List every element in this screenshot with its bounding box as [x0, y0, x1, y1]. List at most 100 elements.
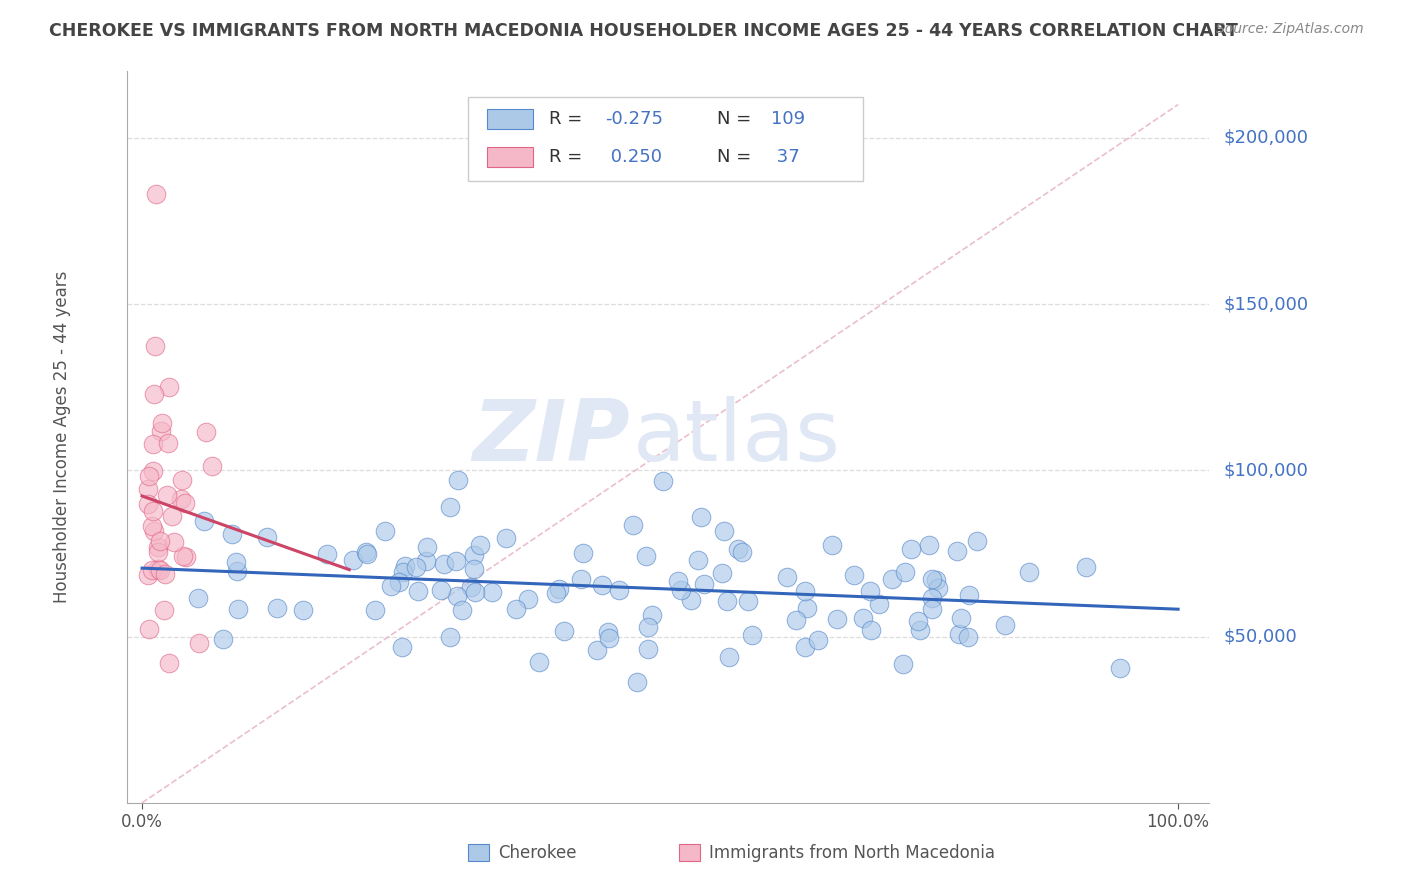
- Point: [138, 623, 160, 637]
- Bar: [679, 845, 700, 861]
- Point: [146, 545, 169, 559]
- Point: [439, 500, 461, 515]
- Point: [172, 549, 194, 563]
- Point: [163, 535, 186, 549]
- Point: [623, 517, 645, 532]
- Point: [143, 387, 166, 401]
- Point: [374, 524, 396, 538]
- FancyBboxPatch shape: [468, 97, 863, 181]
- Point: [626, 674, 648, 689]
- Point: [142, 437, 165, 451]
- Point: [716, 593, 738, 607]
- Point: [598, 624, 620, 639]
- Point: [142, 504, 165, 518]
- Point: [907, 614, 929, 628]
- Point: [150, 416, 173, 430]
- Text: $50,000: $50,000: [1223, 628, 1296, 646]
- Point: [731, 545, 754, 559]
- Point: [439, 630, 461, 644]
- Point: [718, 650, 741, 665]
- Point: [690, 510, 713, 524]
- Point: [966, 533, 988, 548]
- Point: [149, 563, 172, 577]
- Point: [391, 640, 413, 655]
- Text: N =: N =: [717, 110, 751, 128]
- Point: [160, 509, 183, 524]
- Point: [149, 533, 172, 548]
- Point: [148, 540, 170, 554]
- Point: [807, 633, 830, 648]
- Point: [446, 589, 468, 603]
- Point: [891, 657, 914, 672]
- Point: [586, 643, 609, 657]
- Point: [481, 585, 503, 599]
- Point: [138, 468, 160, 483]
- Point: [174, 549, 197, 564]
- Point: [880, 572, 903, 586]
- Point: [957, 630, 980, 644]
- Point: [194, 425, 217, 439]
- Point: [136, 482, 159, 496]
- Text: $200,000: $200,000: [1223, 128, 1308, 147]
- Point: [460, 580, 482, 594]
- Text: $100,000: $100,000: [1223, 461, 1308, 479]
- Point: [433, 557, 456, 571]
- Point: [711, 566, 734, 581]
- Point: [737, 593, 759, 607]
- Point: [291, 603, 314, 617]
- Point: [607, 583, 630, 598]
- Point: [405, 559, 427, 574]
- Text: atlas: atlas: [633, 395, 841, 479]
- Point: [153, 566, 176, 581]
- Point: [686, 553, 709, 567]
- Point: [908, 623, 931, 637]
- Point: [741, 628, 763, 642]
- Point: [157, 656, 180, 670]
- Point: [546, 586, 568, 600]
- Point: [170, 473, 193, 487]
- Point: [859, 624, 882, 638]
- Point: [188, 636, 211, 650]
- Point: [187, 591, 209, 605]
- Point: [666, 574, 689, 588]
- Point: [825, 612, 848, 626]
- Text: Immigrants from North Macedonia: Immigrants from North Macedonia: [709, 844, 995, 862]
- Point: [894, 565, 917, 579]
- Text: -0.275: -0.275: [605, 110, 664, 128]
- Point: [447, 473, 470, 487]
- Point: [156, 436, 179, 450]
- Point: [157, 380, 180, 394]
- Point: [256, 530, 278, 544]
- Point: [921, 572, 943, 586]
- Point: [637, 642, 659, 657]
- Point: [138, 498, 160, 512]
- Point: [868, 597, 890, 611]
- Point: [380, 579, 402, 593]
- Point: [527, 655, 550, 669]
- Point: [156, 488, 179, 502]
- Point: [591, 577, 613, 591]
- Text: R =: R =: [548, 148, 588, 166]
- Bar: [468, 845, 489, 861]
- Point: [917, 538, 939, 552]
- Point: [1076, 559, 1098, 574]
- Point: [392, 565, 415, 579]
- Point: [634, 549, 657, 563]
- Point: [994, 617, 1017, 632]
- Point: [464, 584, 486, 599]
- Point: [201, 458, 224, 473]
- Point: [356, 547, 378, 561]
- Point: [794, 583, 817, 598]
- Point: [153, 603, 176, 617]
- Point: [406, 584, 429, 599]
- Point: [859, 584, 882, 599]
- Point: [415, 540, 437, 554]
- Text: Source: ZipAtlas.com: Source: ZipAtlas.com: [1216, 22, 1364, 37]
- Point: [713, 524, 735, 538]
- Point: [142, 463, 165, 477]
- Point: [142, 524, 165, 538]
- Point: [225, 555, 247, 569]
- Point: [364, 603, 387, 617]
- Point: [221, 527, 243, 541]
- Point: [637, 620, 659, 634]
